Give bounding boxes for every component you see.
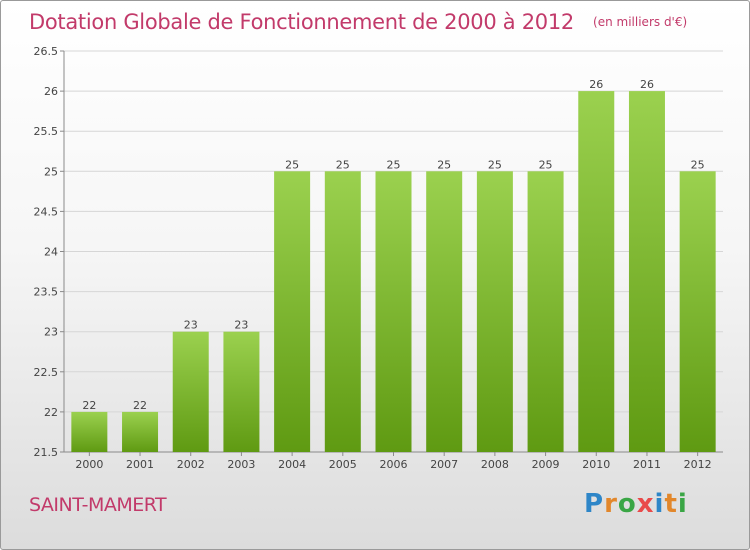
bar xyxy=(527,171,564,453)
x-tick-label: 2001 xyxy=(126,458,154,471)
bar xyxy=(628,91,665,452)
x-tick-label: 2002 xyxy=(177,458,205,471)
y-tick-label: 25 xyxy=(44,165,58,178)
y-tick-label: 26 xyxy=(44,85,58,98)
bar xyxy=(679,171,716,453)
bar xyxy=(375,171,412,453)
bar-value-label: 25 xyxy=(488,158,502,171)
title-row: Dotation Globale de Fonctionnement de 20… xyxy=(29,10,687,34)
bar xyxy=(476,171,513,453)
y-tick-label: 25.5 xyxy=(34,125,59,138)
bar-value-label: 22 xyxy=(133,399,147,412)
bar xyxy=(223,331,260,452)
bar xyxy=(324,171,361,453)
bar xyxy=(71,411,108,452)
y-tick-label: 23.5 xyxy=(34,286,59,299)
x-tick-label: 2003 xyxy=(227,458,255,471)
bar-value-label: 23 xyxy=(234,319,248,332)
bar xyxy=(172,331,209,452)
labels-layer: 21.5 22 22.5 23 23.5 24 24.5 25 25.5 26 26.5 22 2000… xyxy=(34,45,712,471)
x-tick-label: 2000 xyxy=(75,458,103,471)
x-tick-label: 2009 xyxy=(532,458,560,471)
y-tick-label: 21.5 xyxy=(34,446,59,459)
bar-value-label: 22 xyxy=(82,399,96,412)
y-tick-label: 24 xyxy=(44,246,58,259)
x-tick-label: 2008 xyxy=(481,458,509,471)
bar-value-label: 23 xyxy=(184,319,198,332)
commune-name: SAINT-MAMERT xyxy=(29,494,167,516)
y-tick-label: 22 xyxy=(44,406,58,419)
bar-value-label: 25 xyxy=(539,158,553,171)
bar-value-label: 25 xyxy=(285,158,299,171)
x-tick-label: 2006 xyxy=(380,458,408,471)
bar xyxy=(578,91,615,452)
bar xyxy=(274,171,311,453)
bars-layer xyxy=(71,91,716,453)
proxiti-logo[interactable]: Proxiti xyxy=(584,489,688,519)
x-tick-label: 2005 xyxy=(329,458,357,471)
y-tick-label: 22.5 xyxy=(34,366,59,379)
x-tick-label: 2011 xyxy=(633,458,661,471)
bar xyxy=(426,171,463,453)
y-tick-label: 26.5 xyxy=(34,45,59,58)
y-tick-label: 24.5 xyxy=(34,205,59,218)
bar-value-label: 26 xyxy=(640,78,654,91)
bar-value-label: 25 xyxy=(437,158,451,171)
y-tick-label: 23 xyxy=(44,326,58,339)
x-tick-label: 2010 xyxy=(582,458,610,471)
x-tick-label: 2012 xyxy=(684,458,712,471)
x-tick-label: 2007 xyxy=(430,458,458,471)
bar-value-label: 25 xyxy=(387,158,401,171)
unit-label: (en milliers d'€) xyxy=(593,15,688,29)
bar xyxy=(122,411,159,452)
x-tick-label: 2004 xyxy=(278,458,306,471)
chart-title: Dotation Globale de Fonctionnement de 20… xyxy=(29,10,574,34)
bar-value-label: 25 xyxy=(691,158,705,171)
bar-value-label: 25 xyxy=(336,158,350,171)
bar-value-label: 26 xyxy=(589,78,603,91)
